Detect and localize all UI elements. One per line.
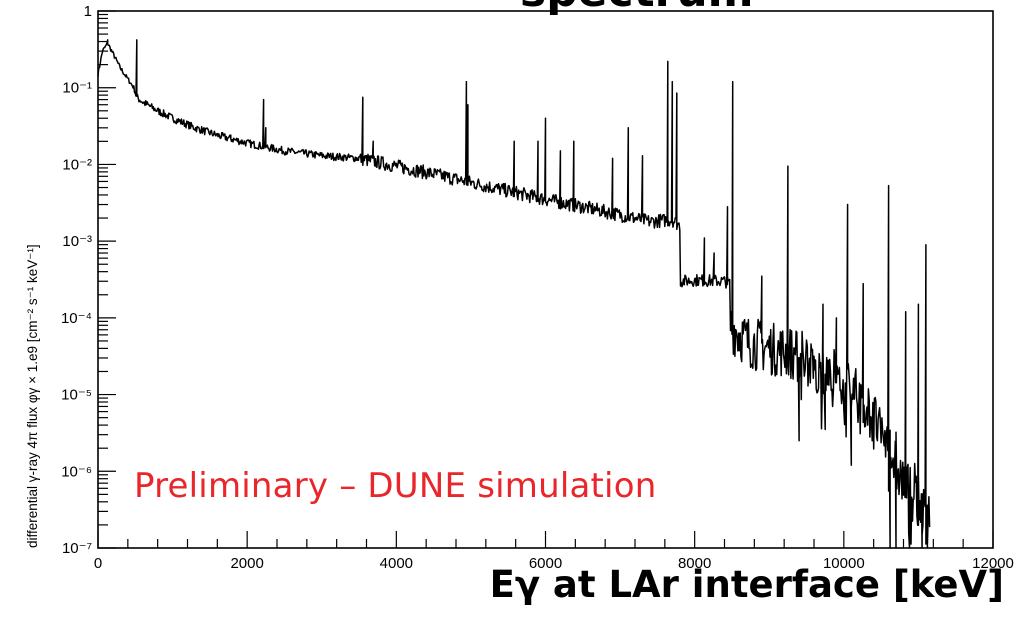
y-axis-label: differential γ-ray 4π flux φγ × 1.e9 [cm… <box>25 244 40 548</box>
y-tick-label: 10⁻² <box>62 156 92 173</box>
y-axis-title: differential γ-ray 4π flux φγ × 1.e9 [cm… <box>25 244 40 548</box>
x-tick-label: 6000 <box>529 555 562 572</box>
y-tick-label: 10⁻³ <box>62 233 92 250</box>
x-tick-label: 10000 <box>823 555 865 572</box>
plot-frame <box>97 10 994 549</box>
y-tick-label: 10⁻⁶ <box>61 463 92 480</box>
y-tick-label: 10⁻⁵ <box>61 387 92 404</box>
x-tick-label: 12000 <box>972 555 1014 572</box>
x-tick-label: 8000 <box>678 555 711 572</box>
cropped-title-fragment: spectrum <box>520 0 754 17</box>
y-tick-label: 1 <box>84 3 92 20</box>
preliminary-annotation: Preliminary – DUNE simulation <box>134 466 657 506</box>
x-tick-label: 2000 <box>230 555 263 572</box>
series-spectrum-line <box>97 39 931 549</box>
x-tick-label: 4000 <box>380 555 413 572</box>
x-tick-label: 0 <box>94 555 102 572</box>
y-tick-label: 10⁻⁷ <box>62 540 92 557</box>
y-tick-label: 10⁻¹ <box>62 80 92 97</box>
x-axis-label: Eγ at LAr interface [keV] <box>489 563 1004 606</box>
y-tick-label: 10⁻⁴ <box>61 310 92 327</box>
